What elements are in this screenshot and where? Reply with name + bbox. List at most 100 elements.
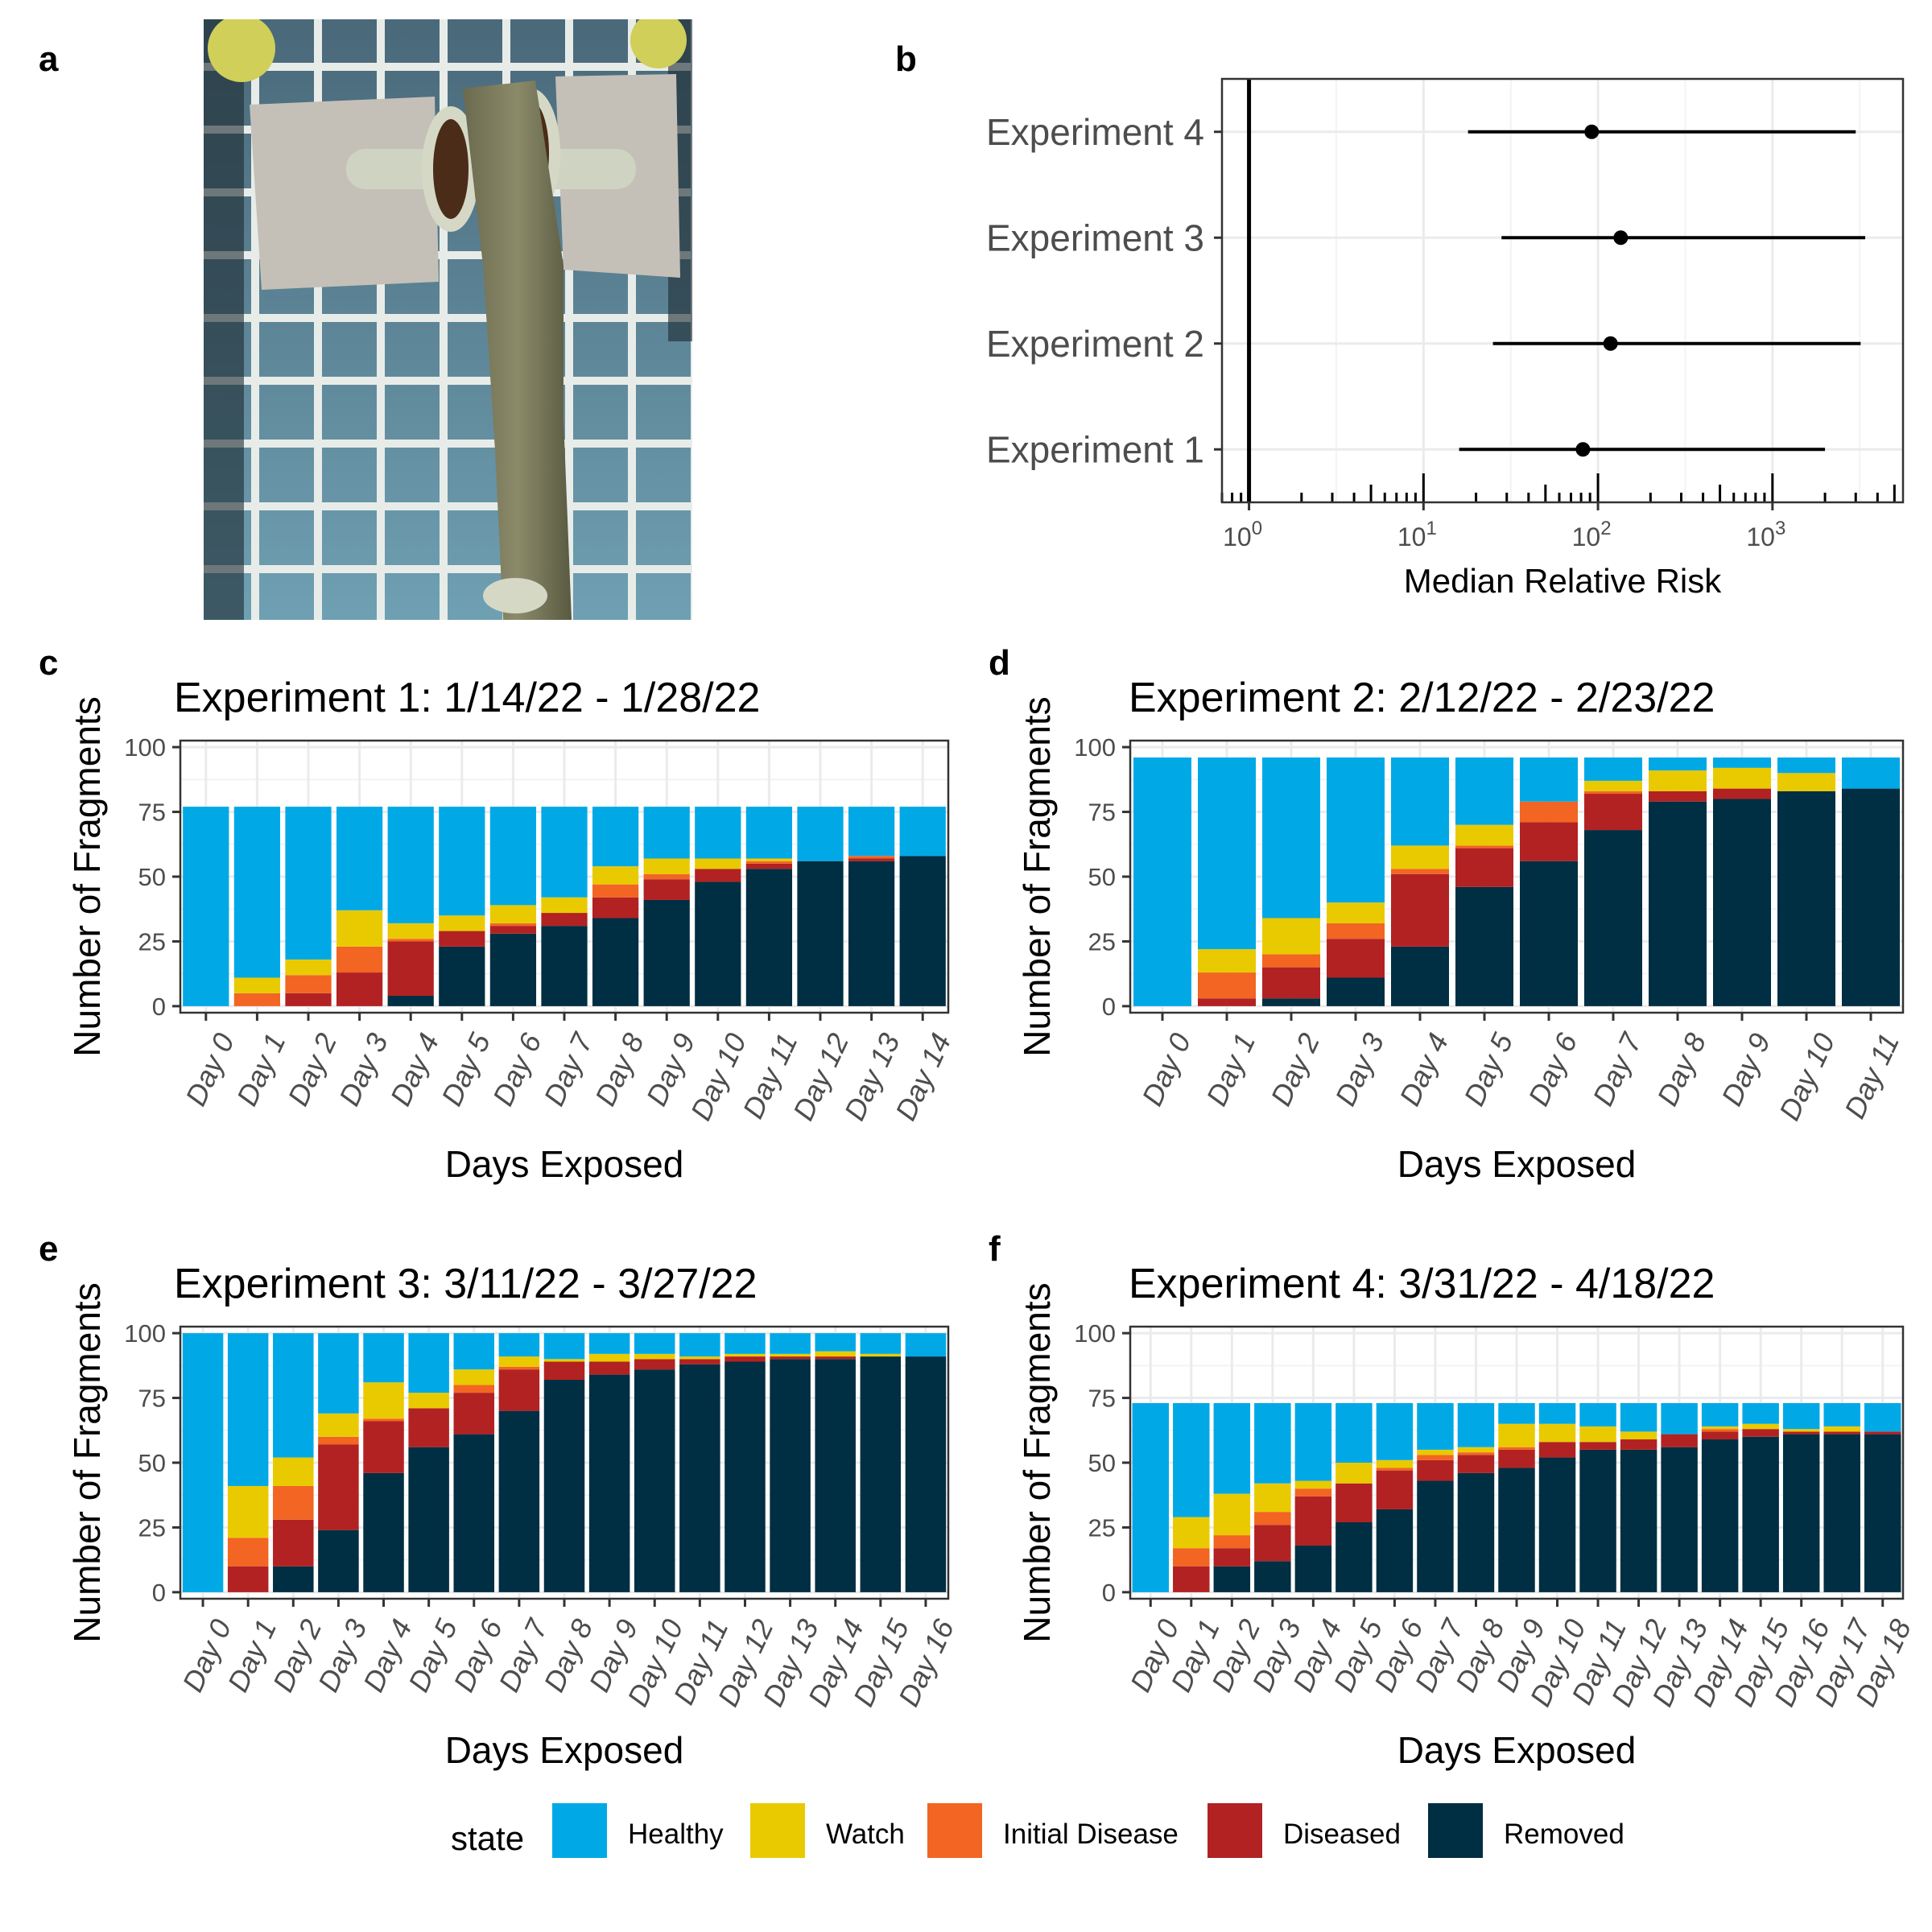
bar-segment-initial-disease xyxy=(1213,1535,1251,1549)
bar-segment-healthy xyxy=(543,1333,585,1360)
x-axis-label: Days Exposed xyxy=(1397,1729,1637,1771)
bar-segment-healthy xyxy=(541,807,588,898)
bar-segment-healthy xyxy=(182,1333,224,1592)
bar-segment-initial-disease xyxy=(848,856,895,859)
median-point xyxy=(1613,230,1629,246)
bar-segment-watch xyxy=(1391,845,1449,869)
bar-segment-healthy xyxy=(1417,1402,1454,1450)
x-axis-label: Days Exposed xyxy=(445,1143,684,1185)
bar-segment-watch xyxy=(1327,902,1385,923)
bar-segment-initial-disease xyxy=(745,861,793,864)
bar-segment-healthy xyxy=(489,807,537,906)
bar-segment-healthy xyxy=(1213,1402,1251,1494)
bar-segment-diseased xyxy=(1294,1496,1332,1546)
bar-segment-removed xyxy=(453,1434,495,1592)
y-tick-label: 100 xyxy=(1074,733,1116,762)
bar-segment-removed xyxy=(860,1356,902,1592)
bar-segment-healthy xyxy=(1294,1402,1332,1481)
bar-segment-healthy xyxy=(848,807,895,857)
bar-segment-healthy xyxy=(498,1333,540,1357)
bar-segment-healthy xyxy=(634,1333,675,1354)
bar-segment-diseased xyxy=(408,1408,449,1447)
bar-segment-healthy xyxy=(1132,1402,1169,1592)
bar-segment-diseased xyxy=(724,1356,766,1362)
bar-segment-removed xyxy=(1620,1449,1657,1592)
bar-segment-healthy xyxy=(336,807,383,910)
bar-segment-healthy xyxy=(1335,1402,1373,1463)
bar-segment-removed xyxy=(1701,1439,1739,1592)
bar-segment-removed xyxy=(1335,1522,1373,1592)
y-tick-label: 25 xyxy=(1088,927,1116,956)
bar-segment-watch xyxy=(336,910,383,947)
bar-segment-healthy xyxy=(1498,1402,1535,1424)
bar-segment-diseased xyxy=(336,972,383,1006)
bar-segment-watch xyxy=(1262,918,1320,955)
bar-segment-watch xyxy=(1777,773,1835,791)
bar-segment-healthy xyxy=(227,1333,269,1486)
bar-segment-removed xyxy=(1649,801,1707,1006)
y-tick-label: 100 xyxy=(124,1319,166,1348)
x-tick-label: Day 0 xyxy=(1135,1028,1197,1111)
legend-swatch-healthy xyxy=(552,1803,607,1858)
bar-segment-diseased xyxy=(1198,998,1256,1006)
bar-segment-watch xyxy=(1455,824,1513,846)
bar-segment-removed xyxy=(1455,886,1513,1006)
bar-segment-removed xyxy=(1262,998,1320,1006)
bar-segment-diseased xyxy=(1254,1525,1291,1562)
chart-title: Experiment 1: 1/14/22 - 1/28/22 xyxy=(174,675,760,721)
bar-segment-healthy xyxy=(745,807,793,859)
bar-segment-healthy xyxy=(1376,1402,1414,1460)
bar-segment-watch xyxy=(1198,949,1256,973)
bar-segment-healthy xyxy=(408,1333,449,1393)
bar-segment-diseased xyxy=(1584,794,1642,831)
bar-segment-watch xyxy=(439,915,485,931)
bar-segment-diseased xyxy=(1713,788,1771,799)
bar-segment-watch xyxy=(770,1353,811,1357)
bar-segment-watch xyxy=(1254,1483,1291,1513)
x-tick-label: Day 8 xyxy=(588,1028,650,1111)
bar-segment-removed xyxy=(1823,1434,1860,1592)
bar-segment-diseased xyxy=(543,1361,585,1381)
bar-segment-watch xyxy=(318,1413,359,1437)
bar-segment-initial-disease xyxy=(1417,1455,1454,1460)
bar-segment-removed xyxy=(770,1359,811,1592)
bar-segment-diseased xyxy=(1213,1548,1251,1567)
x-tick-label: Day 7 xyxy=(1586,1026,1649,1110)
bar-segment-diseased xyxy=(273,1519,314,1567)
bar-segment-healthy xyxy=(1262,757,1320,919)
bar-segment-watch xyxy=(1294,1480,1332,1489)
bar-segment-watch xyxy=(1742,1423,1779,1430)
bar-segment-removed xyxy=(1520,861,1578,1006)
bar-segment-diseased xyxy=(1455,848,1513,887)
bar-segment-diseased xyxy=(1620,1439,1657,1450)
bar-segment-healthy xyxy=(1661,1402,1698,1435)
bar-segment-removed xyxy=(1391,946,1449,1006)
bar-segment-diseased xyxy=(318,1444,359,1530)
bar-segment-initial-disease xyxy=(285,975,332,993)
chart-title: Experiment 2: 2/12/22 - 2/23/22 xyxy=(1129,675,1715,721)
x-tick-label: Day 4 xyxy=(383,1028,445,1111)
bar-segment-watch xyxy=(1213,1493,1251,1536)
bar-segment-healthy xyxy=(860,1333,902,1354)
bar-segment-removed xyxy=(1213,1566,1251,1592)
y-tick-label: 25 xyxy=(1088,1513,1116,1542)
bar-segment-removed xyxy=(1327,977,1385,1006)
bar-segment-diseased xyxy=(679,1359,720,1364)
bar-segment-healthy xyxy=(1649,757,1707,771)
bar-segment-healthy xyxy=(1823,1402,1860,1426)
bar-segment-watch xyxy=(1538,1423,1576,1443)
bar-segment-initial-disease xyxy=(643,873,690,880)
bar-segment-removed xyxy=(797,861,844,1006)
y-tick-label: Experiment 1 xyxy=(986,428,1204,470)
y-tick-label: 50 xyxy=(138,863,166,891)
bar-segment-initial-disease xyxy=(227,1538,269,1567)
coral-fragment-photo xyxy=(204,19,692,620)
bar-segment-watch xyxy=(227,1485,269,1538)
x-tick-label: 103 xyxy=(1746,518,1785,551)
y-tick-label: 50 xyxy=(138,1449,166,1477)
bar-segment-healthy xyxy=(770,1333,811,1354)
bar-segment-initial-disease xyxy=(498,1366,540,1370)
bar-segment-watch xyxy=(233,977,281,993)
bar-segment-diseased xyxy=(1661,1434,1698,1447)
bar-segment-watch xyxy=(592,866,639,885)
